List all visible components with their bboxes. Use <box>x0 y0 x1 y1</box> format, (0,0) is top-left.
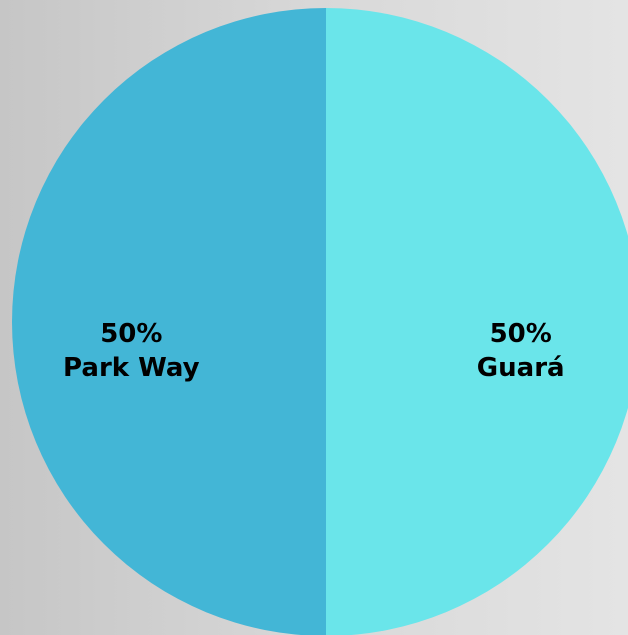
pie-slice-guara <box>326 8 628 635</box>
slice-value-label-park-way: 50% <box>100 319 162 349</box>
slice-name-label-guara: Guará <box>477 353 565 383</box>
slice-value-label-guara: 50% <box>490 319 552 349</box>
pie-slices <box>12 8 628 635</box>
slice-name-label-park-way: Park Way <box>63 353 200 383</box>
pie-labels: 50% Guará 50% Park Way <box>63 319 565 383</box>
pie-slice-park-way <box>12 8 326 635</box>
